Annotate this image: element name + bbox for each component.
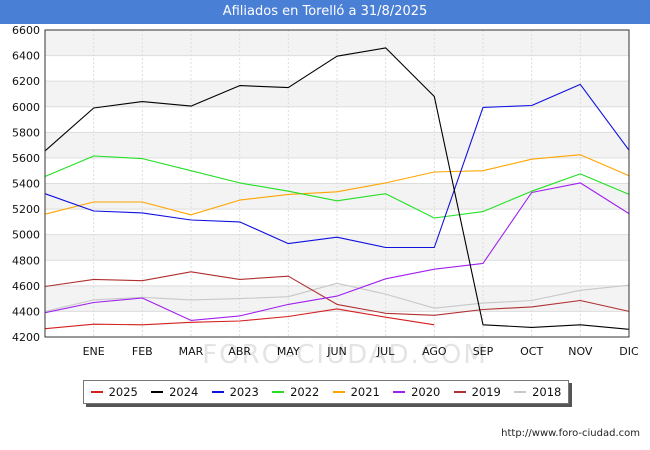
legend-item-2021: 2021 (332, 385, 380, 399)
legend-item-2019: 2019 (453, 385, 501, 399)
y-tick-label: 6600 (12, 24, 40, 37)
source-credit: http://www.foro-ciudad.com (501, 428, 640, 439)
legend-swatch (90, 391, 103, 393)
y-tick-label: 4400 (12, 305, 40, 318)
legend-swatch (211, 391, 224, 393)
series-line-2021 (44, 154, 630, 216)
series-line-2024 (44, 47, 630, 330)
axes: 4200 4400 4600 4800 5000 5200 5400 5600 5800 6000… (12, 24, 639, 358)
x-tick-label: JUN (326, 345, 347, 358)
x-tick-label: MAY (277, 345, 300, 358)
legend-label: 2020 (411, 385, 441, 399)
legend-label: 2018 (532, 385, 562, 399)
legend-label: 2023 (229, 385, 259, 399)
y-tick-label: 5400 (12, 178, 40, 191)
y-tick-label: 5200 (12, 203, 40, 216)
x-tick-label: MAR (179, 345, 204, 358)
x-tick-label: OCT (520, 345, 543, 358)
y-tick-label: 5600 (12, 152, 40, 165)
legend-item-2024: 2024 (151, 385, 198, 399)
legend-swatch (514, 391, 527, 393)
watermark: FORO-CIUDAD.COM (202, 340, 488, 370)
chart-title: Afiliados en Torelló a 31/8/2025 (0, 0, 650, 24)
y-tick-label: 4800 (12, 254, 40, 267)
x-tick-label: FEB (132, 345, 153, 358)
series-line-2019 (44, 271, 630, 316)
legend-label: 2021 (350, 385, 380, 399)
legend: 2025 2024 2023 2022 2021 2020 2019 2018 (83, 380, 569, 404)
x-tick-label: JUL (376, 345, 395, 358)
series-line-2018 (44, 282, 630, 312)
legend-item-2022: 2022 (272, 385, 319, 399)
legend-label: 2024 (169, 385, 199, 399)
y-tick-label: 6400 (12, 50, 40, 63)
series-lines (44, 47, 630, 330)
y-tick-label: 4600 (12, 280, 40, 293)
y-tick-label: 6000 (12, 101, 40, 114)
legend-label: 2025 (108, 385, 138, 399)
plot-border (44, 29, 630, 338)
legend-item-2018: 2018 (514, 385, 561, 399)
legend-item-2025: 2025 (90, 385, 138, 399)
legend-swatch (393, 391, 406, 393)
legend-label: 2019 (471, 385, 501, 399)
x-tick-label: ABR (228, 345, 251, 358)
series-line-2022 (44, 155, 630, 219)
y-tick-label: 4200 (12, 331, 40, 344)
legend-item-2023: 2023 (211, 385, 259, 399)
y-tick-label: 5800 (12, 126, 40, 139)
series-line-2025 (44, 308, 435, 330)
legend-swatch (332, 391, 345, 393)
x-tick-label: AGO (422, 345, 447, 358)
legend-label: 2022 (290, 385, 320, 399)
grid-band (45, 132, 629, 158)
legend-swatch (272, 391, 285, 393)
series-line-2020 (44, 182, 630, 321)
legend-swatch (151, 391, 164, 393)
x-tick-label: DIC (619, 345, 639, 358)
x-tick-label: SEP (473, 345, 494, 358)
legend-swatch (453, 391, 466, 393)
y-tick-label: 5000 (12, 229, 40, 242)
series-line-2023 (44, 83, 630, 249)
x-tick-label: ENE (83, 345, 105, 358)
x-tick-label: NOV (568, 345, 593, 358)
y-tick-label: 6200 (12, 75, 40, 88)
legend-item-2020: 2020 (393, 385, 440, 399)
